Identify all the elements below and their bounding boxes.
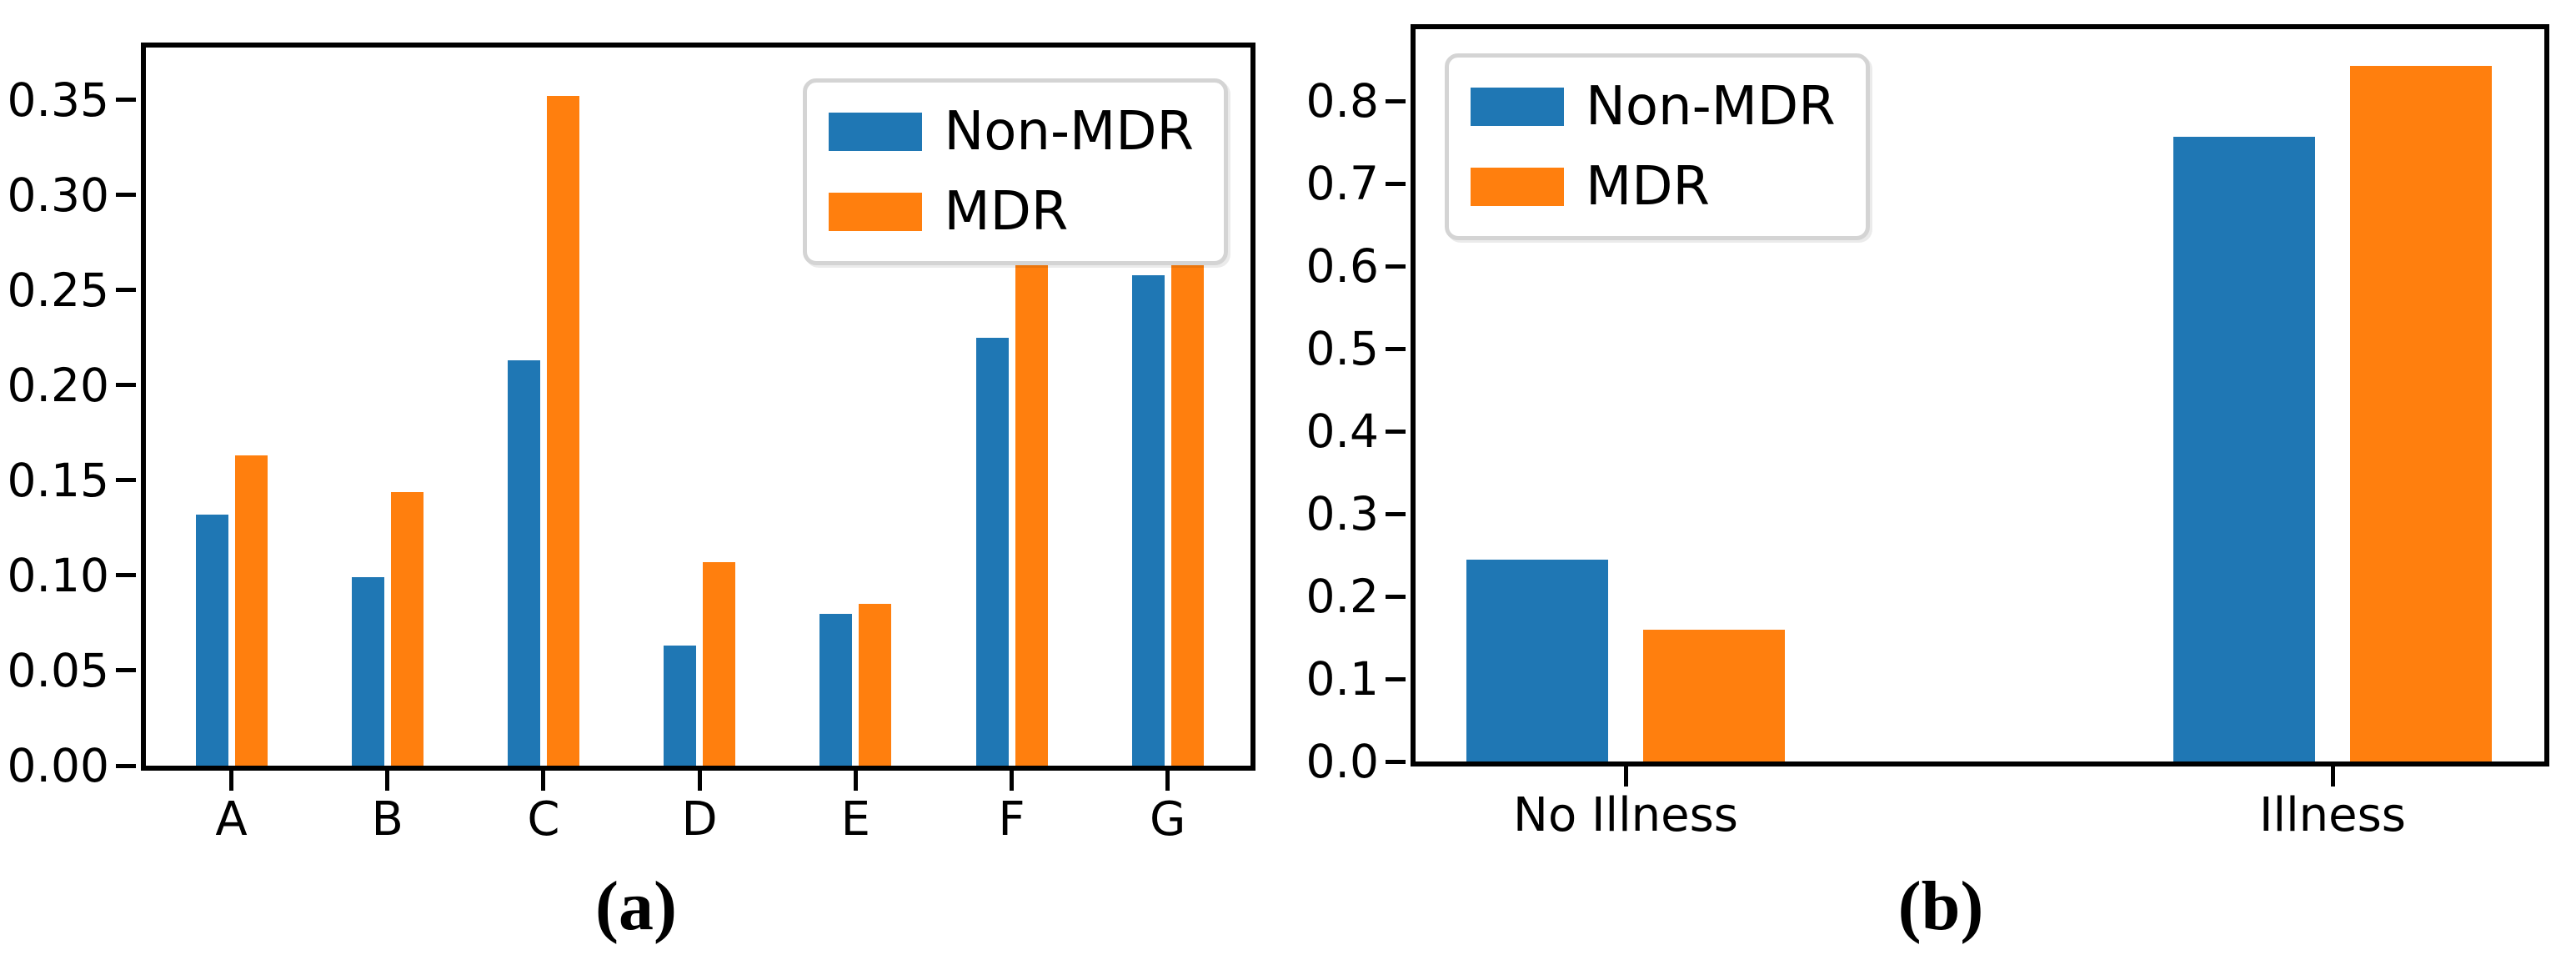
bar-b-no-illness-non-mdr — [1466, 560, 1608, 761]
panel-b-ytick-label: 0.8 — [1306, 74, 1379, 128]
bar-b-illness-non-mdr — [2173, 136, 2315, 761]
legend-item-non-mdr: Non-MDR — [829, 103, 1194, 161]
panel-a-ytick-label: 0.00 — [7, 739, 109, 792]
legend-label: Non-MDR — [1586, 76, 1836, 138]
panel-a-ytick-mark — [116, 383, 136, 388]
bar-a-a-non-mdr — [195, 515, 228, 766]
panel-a-plot-frame: 0.00 0.05 0.10 0.15 0.20 0.25 0.30 0.35 A B C D E F G … — [8, 43, 1255, 846]
caption-b: (b) — [1897, 867, 1984, 945]
panel-a-xtick-mark — [1010, 771, 1014, 791]
panel-a-plot-area: 0.00 0.05 0.10 0.15 0.20 0.25 0.30 0.35 A B C D E F G — [8, 48, 1250, 846]
panel-a-ytick-mark — [116, 98, 136, 103]
panel-a-ytick-label: 0.20 — [7, 358, 109, 412]
panel-a-category-label-a: A — [215, 792, 248, 847]
panel-b-ytick-mark — [1386, 594, 1406, 599]
panel-a-ytick-label: 0.05 — [7, 643, 109, 697]
panel-a-ytick-label: 0.25 — [7, 263, 109, 317]
bar-a-g-non-mdr — [1131, 274, 1165, 766]
legend-item-mdr: MDR — [1471, 158, 1836, 216]
panel-b-ytick-label: 0.5 — [1306, 322, 1379, 376]
bar-a-d-mdr — [703, 562, 736, 766]
panel-a-category-label-b: B — [371, 792, 403, 847]
legend-label: MDR — [1586, 156, 1710, 218]
panel-a-ytick-label: 0.15 — [7, 453, 109, 507]
panel-a-ytick-mark — [116, 573, 136, 578]
panel-b-ytick-mark — [1386, 759, 1406, 764]
panel-a-xtick-mark — [229, 771, 233, 791]
panel-a-xtick-mark — [541, 771, 546, 791]
bar-a-e-mdr — [859, 604, 892, 766]
legend-label: MDR — [944, 181, 1069, 243]
panel-b-category-label-no-illness: No Illness — [1513, 788, 1738, 842]
panel-a-ytick-mark — [116, 763, 136, 768]
panel-a-ytick-mark — [116, 193, 136, 198]
panel-b-ytick-mark — [1386, 98, 1406, 103]
bar-a-f-non-mdr — [975, 337, 1009, 766]
panel-a-ytick-label: 0.30 — [7, 168, 109, 222]
panel-a-ytick-mark — [116, 288, 136, 293]
panel-a-xtick-mark — [385, 771, 390, 791]
bar-b-illness-mdr — [2350, 65, 2492, 761]
panel-b-ytick-label: 0.0 — [1306, 735, 1379, 788]
panel-a-xtick-mark — [1165, 771, 1170, 791]
bar-a-g-mdr — [1170, 224, 1204, 766]
panel-b-ytick-label: 0.7 — [1306, 157, 1379, 211]
bar-a-b-non-mdr — [351, 577, 384, 766]
mdr-swatch-icon — [829, 193, 923, 231]
bar-a-b-mdr — [390, 491, 423, 766]
panel-b-ytick-mark — [1386, 676, 1406, 681]
panel-b-ytick-label: 0.3 — [1306, 487, 1379, 541]
panel-b-ytick-label: 0.6 — [1306, 239, 1379, 294]
panel-b-ytick-mark — [1386, 346, 1406, 351]
legend-item-non-mdr: Non-MDR — [1471, 78, 1836, 136]
mdr-swatch-icon — [1471, 168, 1564, 206]
panel-a-ytick-label: 0.35 — [7, 73, 109, 127]
bar-a-f-mdr — [1015, 224, 1048, 766]
panel-b-category-label-illness: Illness — [2259, 788, 2406, 842]
bar-a-e-non-mdr — [819, 613, 853, 766]
panel-b-ytick-label: 0.2 — [1306, 570, 1379, 624]
caption-a: (a) — [595, 867, 677, 945]
panel-a-category-label-e: E — [840, 792, 870, 847]
legend-item-mdr: MDR — [829, 183, 1194, 241]
bar-a-c-mdr — [546, 96, 579, 766]
panel-b-plot-area: 0.0 0.1 0.2 0.3 0.4 0.5 0.6 0.7 0.8 No Illness Ill… — [1306, 29, 2544, 842]
panel-b-ytick-label: 0.1 — [1306, 652, 1379, 706]
panel-a-xtick-mark — [853, 771, 858, 791]
panel-a-ytick-label: 0.10 — [7, 548, 109, 602]
panel-b-xtick-mark — [1623, 766, 1628, 787]
panel-a-category-label-c: C — [527, 792, 560, 847]
panel-a-category-label-g: G — [1149, 792, 1186, 847]
bar-a-d-non-mdr — [664, 646, 697, 766]
panel-b-ytick-label: 0.4 — [1306, 405, 1379, 459]
panel-b-ytick-mark — [1386, 181, 1406, 186]
panel-a-category-label-d: D — [681, 792, 718, 847]
panel-a-ytick-mark — [116, 668, 136, 673]
panel-a-ytick-mark — [116, 478, 136, 483]
panel-a-category-label-f: F — [998, 792, 1025, 847]
panel-b-ytick-mark — [1386, 264, 1406, 269]
panel-b-ytick-mark — [1386, 429, 1406, 434]
panel-b-plot-frame: 0.0 0.1 0.2 0.3 0.4 0.5 0.6 0.7 0.8 No Illness Ill… — [1306, 24, 2549, 842]
panel-b-xtick-mark — [2330, 766, 2335, 787]
panel-a-xtick-mark — [697, 771, 702, 791]
legend-label: Non-MDR — [944, 101, 1194, 163]
panel-a-legend: Non-MDR MDR — [803, 78, 1228, 265]
bar-b-no-illness-mdr — [1643, 629, 1785, 761]
non-mdr-swatch-icon — [829, 113, 923, 151]
bar-a-c-non-mdr — [507, 360, 540, 766]
non-mdr-swatch-icon — [1471, 88, 1564, 126]
panel-b-legend: Non-MDR MDR — [1445, 53, 1870, 240]
bar-a-a-mdr — [234, 455, 268, 766]
panel-b-ytick-mark — [1386, 511, 1406, 516]
